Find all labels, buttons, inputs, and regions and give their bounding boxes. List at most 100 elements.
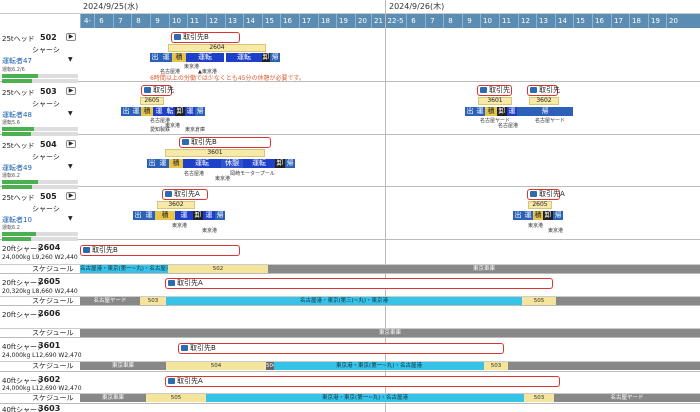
task-cell[interactable]: 出 xyxy=(133,211,143,220)
head-row-502[interactable]: 25tヘッド 502 ▶ シャーシ 運転者47 ▼ 運転6.2/6 取引先B 2… xyxy=(0,28,700,83)
task-cell[interactable]: 積 xyxy=(172,53,186,62)
schedule-segment[interactable]: 東京車庫 xyxy=(80,362,166,370)
schedule-segment[interactable]: 東京車庫 xyxy=(80,329,700,337)
partner-box[interactable]: 取引先 xyxy=(141,85,174,96)
schedule-segment[interactable]: 名古屋港・東京(第一~丸)・名古屋港 xyxy=(80,265,168,273)
task-cell[interactable]: 出 xyxy=(147,159,157,168)
head-row-505[interactable]: 25tヘッド 505 ▶ シャーシ 運転者10 ▼ 運転6.2 取引先A 360… xyxy=(0,187,700,241)
task-cell[interactable]: 運 xyxy=(523,211,533,220)
chevron-down-icon[interactable]: ▼ xyxy=(68,56,73,63)
task-cell[interactable]: 運 xyxy=(160,53,172,62)
chevron-down-icon[interactable]: ▼ xyxy=(68,110,73,117)
send-icon[interactable]: ▶ xyxy=(66,140,76,148)
chassis-row-2606[interactable]: 20ftシャーシ 2606 スケジュール 東京車庫 xyxy=(0,306,700,338)
driver-select[interactable]: 運転者49 xyxy=(2,164,32,172)
task-cell[interactable]: 運 xyxy=(153,107,165,116)
send-icon[interactable]: ▶ xyxy=(66,192,76,200)
chevron-down-icon[interactable]: ▼ xyxy=(68,215,73,222)
task-cell[interactable]: 帰 xyxy=(517,107,573,116)
task-cell[interactable]: 卸 xyxy=(262,53,270,62)
task-cell[interactable]: 帰 xyxy=(553,211,563,220)
send-icon[interactable]: ▶ xyxy=(66,87,76,95)
task-cell[interactable]: 帰 xyxy=(285,159,295,168)
schedule-segment[interactable]: 東京港・東京(第一~丸)・名古屋港 xyxy=(274,362,484,370)
chassis-bar[interactable]: 3602 xyxy=(157,201,195,209)
task-cell[interactable]: 積 xyxy=(141,107,153,116)
schedule-segment[interactable]: 東京車庫 xyxy=(80,394,146,402)
schedule-segment[interactable]: 名古屋ヤード xyxy=(554,394,700,402)
task-cell[interactable]: 帰 xyxy=(215,211,225,220)
task-cell[interactable]: 休憩 xyxy=(221,159,243,168)
chassis-bar[interactable]: 2605 xyxy=(140,97,164,105)
chassis-row-2604[interactable]: 20ftシャーシ 2604 24,000kg L9,260 W2,440 取引先… xyxy=(0,240,700,274)
task-cell[interactable]: 運転 xyxy=(226,53,262,62)
schedule-segment[interactable]: 505 xyxy=(146,394,206,402)
partner-box[interactable]: 取引先 xyxy=(527,85,560,96)
task-cell[interactable]: 積 xyxy=(155,211,175,220)
schedule-segment[interactable]: 502 xyxy=(168,265,268,273)
driver-select[interactable]: 運転者10 xyxy=(2,216,32,224)
partner-box[interactable]: 取引先A xyxy=(165,376,560,387)
partner-box[interactable]: 取引先A xyxy=(165,278,553,289)
task-cell[interactable]: 運 xyxy=(507,107,517,116)
chassis-bar[interactable]: 2604 xyxy=(168,44,266,52)
task-cell[interactable]: 卸 xyxy=(543,211,553,220)
schedule-segment[interactable]: 503 xyxy=(140,297,166,305)
partner-box[interactable]: 取引先B xyxy=(179,137,271,148)
task-cell[interactable]: 積 xyxy=(533,211,543,220)
task-cell[interactable]: 運 xyxy=(475,107,485,116)
task-cell[interactable]: 運転 xyxy=(183,159,221,168)
partner-box[interactable]: 取引先 xyxy=(477,85,512,96)
schedule-segment[interactable] xyxy=(508,362,700,370)
send-icon[interactable]: ▶ xyxy=(66,33,76,41)
driver-select[interactable]: 運転者48 xyxy=(2,111,32,119)
schedule-segment[interactable]: 東京車庫 xyxy=(268,265,700,273)
task-cell[interactable]: 出 xyxy=(150,53,160,62)
task-cell[interactable]: 運転 xyxy=(243,159,275,168)
chassis-row-3602[interactable]: 40ftシャーシ 3602 24,000kg L12,690 W2,470 取引… xyxy=(0,372,700,404)
task-cell[interactable]: 帰 xyxy=(195,107,205,116)
task-cell[interactable]: 運 xyxy=(131,107,141,116)
task-cell[interactable]: 運転 xyxy=(186,53,224,62)
task-cell[interactable]: 転 xyxy=(165,107,175,116)
schedule-segment[interactable]: 505 xyxy=(522,297,556,305)
chassis-row-3603[interactable]: 40ftシャーシ 3603 xyxy=(0,404,700,412)
task-cell[interactable]: 出 xyxy=(121,107,131,116)
task-cell[interactable]: 出 xyxy=(513,211,523,220)
partner-box[interactable]: 取引先B xyxy=(178,343,504,354)
chassis-bar[interactable]: 2605 xyxy=(528,201,552,209)
schedule-segment[interactable] xyxy=(556,297,700,305)
schedule-segment[interactable]: 503 xyxy=(524,394,554,402)
chassis-bar[interactable]: 3601 xyxy=(165,149,265,157)
task-cell[interactable]: 運 xyxy=(175,211,193,220)
schedule-segment[interactable]: 504 xyxy=(166,362,266,370)
task-cell[interactable]: 運 xyxy=(185,107,195,116)
task-cell[interactable]: 運 xyxy=(143,211,155,220)
head-row-504[interactable]: 25tヘッド 504 ▶ シャーシ 運転者49 ▼ 運転6.2 取引先B 360… xyxy=(0,135,700,189)
chassis-bar[interactable]: 3602 xyxy=(529,97,559,105)
task-cell[interactable]: 卸 xyxy=(497,107,507,116)
task-cell[interactable]: 帰 xyxy=(270,53,280,62)
partner-box[interactable]: 取引先A xyxy=(527,189,565,200)
schedule-segment[interactable]: 503 xyxy=(484,362,508,370)
schedule-segment[interactable]: 名古屋港・東京(第三(~丸)・東京港 xyxy=(166,297,522,305)
task-cell[interactable]: 積 xyxy=(485,107,497,116)
task-cell[interactable]: 卸 xyxy=(175,107,185,116)
partner-box[interactable]: 取引先A xyxy=(162,189,208,200)
chevron-down-icon[interactable]: ▼ xyxy=(68,163,73,170)
task-cell[interactable]: 卸 xyxy=(275,159,285,168)
chassis-bar[interactable]: 3601 xyxy=(478,97,512,105)
chassis-row-3601[interactable]: 40ftシャーシ 3601 24,000kg L12,690 W2,470 取引… xyxy=(0,338,700,372)
task-cell[interactable]: 運 xyxy=(157,159,169,168)
task-cell[interactable]: 出 xyxy=(465,107,475,116)
schedule-segment[interactable]: 504 xyxy=(266,362,274,370)
schedule-segment[interactable]: 名古屋ヤード xyxy=(80,297,140,305)
task-cell[interactable]: 積 xyxy=(169,159,183,168)
schedule-segment[interactable]: 東京港・東京(第一~丸)・名古屋港 xyxy=(206,394,524,402)
task-cell[interactable]: 卸 xyxy=(193,211,203,220)
chassis-row-2605[interactable]: 20ftシャーシ 2605 20,320kg L8,660 W2,440 取引先… xyxy=(0,274,700,306)
partner-box[interactable]: 取引先B xyxy=(171,32,240,43)
partner-box[interactable]: 取引先B xyxy=(80,245,240,256)
head-row-503[interactable]: 25tヘッド 503 ▶ シャーシ 運転者48 ▼ 運転5.6 取引先 2605… xyxy=(0,82,700,136)
driver-select[interactable]: 運転者47 xyxy=(2,57,32,65)
